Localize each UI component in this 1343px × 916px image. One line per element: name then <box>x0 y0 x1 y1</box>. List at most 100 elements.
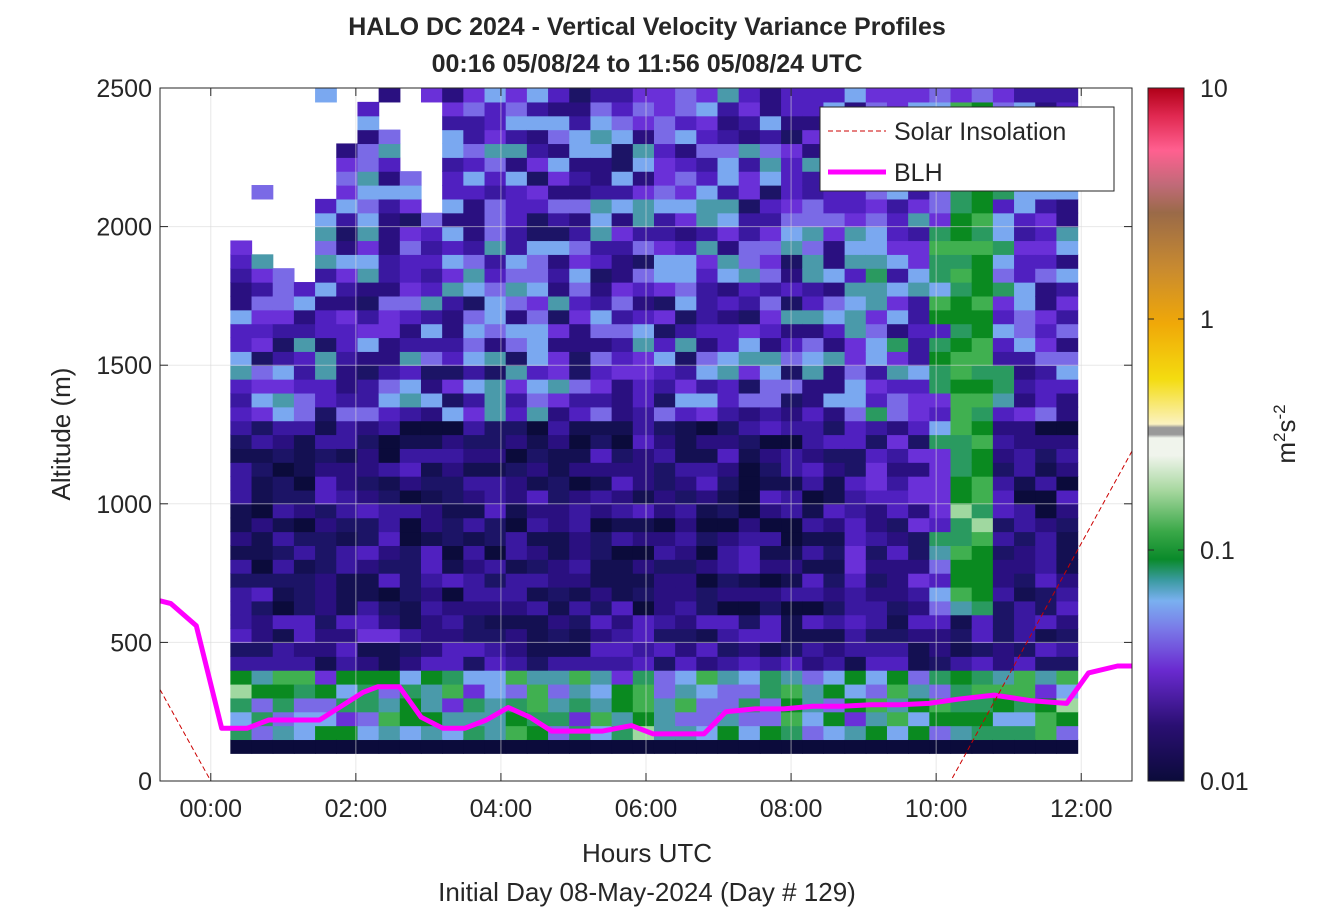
heatmap-cell <box>336 476 359 491</box>
heatmap-cell <box>293 725 316 741</box>
heatmap-cell <box>653 489 676 505</box>
heatmap-cell <box>865 711 888 727</box>
colorbar-tick-label: 1 <box>1200 306 1214 334</box>
heatmap-cell <box>717 517 740 533</box>
heatmap-cell <box>526 185 549 200</box>
heatmap-cell <box>823 379 846 394</box>
heatmap-cell <box>251 323 274 339</box>
heatmap-cell <box>442 185 464 200</box>
heatmap-cell <box>569 240 592 255</box>
heatmap-cell <box>971 462 994 477</box>
heatmap-cell <box>759 295 782 311</box>
heatmap-cell <box>717 683 740 699</box>
heatmap-cell <box>950 545 973 560</box>
heatmap-cell <box>230 268 253 283</box>
heatmap-cell <box>675 392 697 408</box>
heatmap-cell <box>463 212 486 228</box>
heatmap-cell <box>632 185 655 200</box>
heatmap-cell <box>844 337 867 352</box>
heatmap-cell <box>526 697 549 713</box>
heatmap-cell <box>442 600 464 616</box>
heatmap-cell <box>611 115 634 131</box>
heatmap-cell <box>484 379 507 394</box>
heatmap-cell <box>272 531 295 546</box>
heatmap-cell <box>569 351 592 366</box>
heatmap-cell <box>632 171 655 186</box>
heatmap-cell <box>463 586 486 602</box>
heatmap-cell <box>251 282 274 297</box>
heatmap-cell <box>484 614 507 630</box>
heatmap-cell <box>950 573 973 588</box>
heatmap-cell <box>272 503 295 519</box>
heatmap-cell <box>738 240 761 255</box>
heatmap-cell <box>357 101 380 117</box>
y-tick-label: 1000 <box>96 491 152 519</box>
heatmap-cell <box>992 600 1015 616</box>
heatmap-cell <box>1014 711 1036 727</box>
heatmap-cell <box>272 295 295 311</box>
heatmap-cell <box>399 531 422 546</box>
heatmap-cell <box>484 88 507 103</box>
heatmap-cell <box>823 586 846 602</box>
heatmap-cell <box>653 600 676 616</box>
heatmap-cell <box>569 642 592 657</box>
heatmap-cell <box>992 254 1015 269</box>
heatmap-cell <box>611 545 634 560</box>
heatmap-cell <box>738 129 761 145</box>
heatmap-cell <box>505 157 528 172</box>
heatmap-cell <box>738 614 761 630</box>
heatmap-cell <box>992 711 1015 727</box>
heatmap-cell <box>336 212 359 228</box>
heatmap-cell <box>632 559 655 574</box>
heatmap-cell <box>484 683 507 699</box>
heatmap-cell <box>696 309 719 325</box>
heatmap-cell <box>251 476 274 491</box>
heatmap-cell <box>781 309 803 325</box>
heatmap-cell <box>251 642 274 657</box>
heatmap-cell <box>717 88 740 103</box>
heatmap-cell <box>590 711 613 727</box>
heatmap-cell <box>781 379 803 394</box>
heatmap-cell <box>1014 725 1036 741</box>
heatmap-cell <box>844 739 867 754</box>
heatmap-cell <box>590 531 613 546</box>
heatmap-cell <box>442 268 464 283</box>
heatmap-cell <box>230 240 253 255</box>
heatmap-cell <box>844 628 867 643</box>
heatmap-cell <box>823 226 846 242</box>
heatmap-cell <box>886 462 909 477</box>
x-axis-label-day: Initial Day 08-May-2024 (Day # 129) <box>438 877 856 907</box>
heatmap-cell <box>738 309 761 325</box>
heatmap-cell <box>781 171 803 186</box>
heatmap-cell <box>738 642 761 657</box>
heatmap-cell <box>336 434 359 449</box>
heatmap-cell <box>336 379 359 394</box>
colorbar-label: m2s-2 <box>1270 404 1301 463</box>
heatmap-cell <box>484 268 507 283</box>
heatmap-cell <box>569 586 592 602</box>
heatmap-cell <box>950 448 973 463</box>
heatmap-cell <box>1035 614 1058 630</box>
heatmap-cell <box>802 392 825 408</box>
heatmap-cell <box>908 517 930 533</box>
heatmap-cell <box>992 614 1015 630</box>
heatmap-cell <box>632 143 655 158</box>
heatmap-cell <box>1014 351 1036 366</box>
heatmap-cell <box>1035 365 1058 380</box>
heatmap-cell <box>251 185 274 200</box>
heatmap-cell <box>548 351 570 366</box>
heatmap-cell <box>717 503 740 519</box>
heatmap-cell <box>357 725 380 741</box>
heatmap-cell <box>802 157 825 172</box>
heatmap-cell <box>675 115 697 131</box>
heatmap-cell <box>929 559 952 574</box>
heatmap-cell <box>929 212 952 228</box>
heatmap-cell <box>548 476 570 491</box>
heatmap-cell <box>230 406 253 422</box>
heatmap-cell <box>548 379 570 394</box>
heatmap-cell <box>251 614 274 630</box>
heatmap-cell <box>272 683 295 699</box>
heatmap-cell <box>865 656 888 671</box>
heatmap-cell <box>992 379 1015 394</box>
heatmap-cell <box>420 545 443 560</box>
